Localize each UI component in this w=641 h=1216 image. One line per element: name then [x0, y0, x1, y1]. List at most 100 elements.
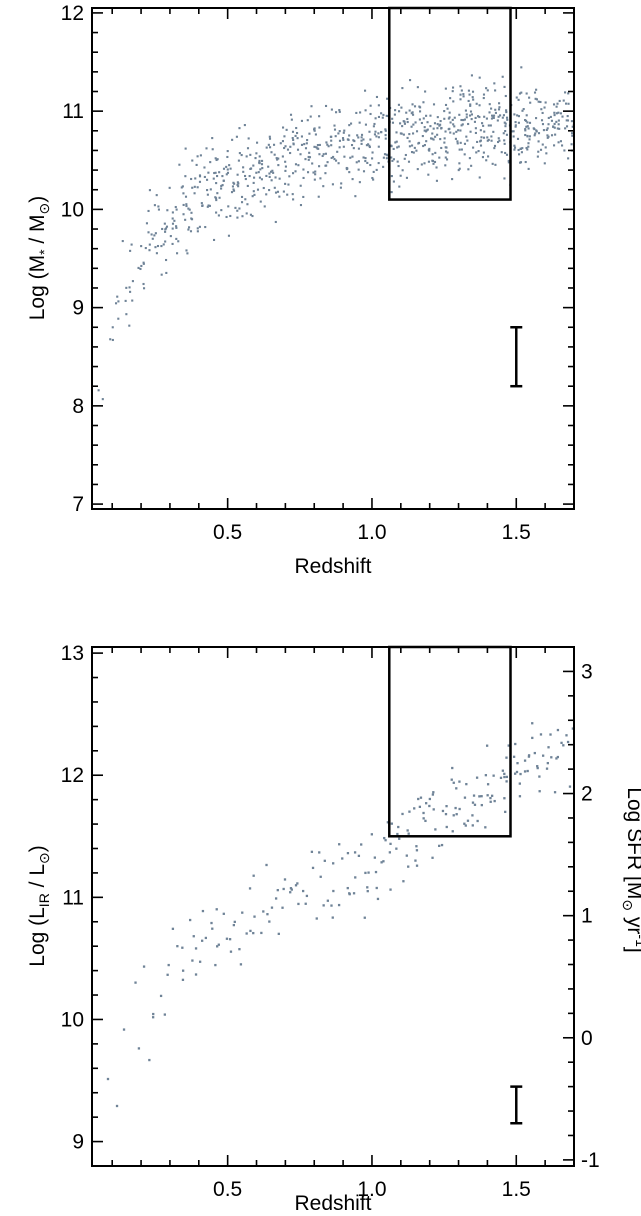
- stellar-mass-point: [161, 227, 164, 231]
- ir-luminosity-point: [222, 912, 225, 915]
- stellar-mass-point: [549, 115, 552, 118]
- stellar-mass-point: [265, 146, 268, 149]
- ir-luminosity-point: [228, 938, 232, 941]
- stellar-mass-point: [244, 177, 247, 181]
- stellar-mass-point: [410, 112, 413, 115]
- stellar-mass-point: [431, 132, 434, 135]
- stellar-mass-point: [521, 147, 524, 150]
- stellar-mass-point: [317, 195, 320, 198]
- stellar-mass-point: [245, 212, 248, 215]
- stellar-mass-point: [310, 105, 313, 108]
- stellar-mass-point: [157, 208, 160, 211]
- ir-luminosity-point: [415, 845, 418, 848]
- stellar-mass-point: [521, 109, 524, 112]
- stellar-mass-point: [529, 101, 532, 104]
- stellar-mass-point: [217, 214, 220, 217]
- ir-luminosity-point: [262, 910, 265, 913]
- stellar-mass-point: [208, 204, 211, 207]
- stellar-mass-point: [505, 153, 509, 156]
- stellar-mass-point: [199, 154, 202, 157]
- stellar-mass-point: [435, 166, 438, 169]
- stellar-mass-point: [504, 94, 507, 98]
- stellar-mass-point: [444, 164, 447, 167]
- stellar-mass-point: [537, 150, 540, 153]
- stellar-mass-point: [227, 234, 230, 237]
- stellar-mass-point: [434, 151, 437, 154]
- stellar-mass-point: [318, 115, 321, 118]
- stellar-mass-point: [377, 104, 380, 107]
- stellar-mass-point: [451, 178, 454, 181]
- stellar-mass-point: [470, 118, 473, 121]
- stellar-mass-point: [349, 156, 352, 159]
- stellar-mass-point: [391, 121, 395, 124]
- ir-luminosity-point: [562, 744, 565, 747]
- stellar-mass-point: [362, 170, 366, 173]
- stellar-mass-point: [368, 130, 371, 133]
- ir-luminosity-point: [465, 782, 468, 786]
- stellar-mass-point: [338, 146, 341, 149]
- stellar-mass-point: [366, 161, 369, 164]
- stellar-mass-point: [238, 152, 241, 155]
- stellar-mass-point: [406, 120, 409, 124]
- stellar-mass-point: [369, 138, 372, 141]
- stellar-mass-point: [443, 137, 446, 140]
- stellar-mass-point: [500, 151, 503, 154]
- ir-luminosity-point: [370, 833, 373, 836]
- stellar-mass-point: [498, 139, 501, 142]
- stellar-mass-point: [412, 123, 415, 126]
- stellar-mass-point: [516, 137, 520, 140]
- stellar-mass-point: [165, 271, 168, 274]
- stellar-mass-point: [504, 130, 507, 133]
- stellar-mass-point: [394, 141, 397, 144]
- stellar-mass-point: [494, 111, 497, 114]
- stellar-mass-point: [300, 135, 303, 138]
- stellar-mass-point: [519, 161, 522, 164]
- stellar-mass-point: [544, 101, 547, 104]
- ir-luminosity-point: [253, 915, 256, 918]
- ir-luminosity-point: [398, 837, 401, 840]
- ir-luminosity-point: [233, 920, 236, 924]
- ir-luminosity-point: [331, 916, 334, 919]
- stellar-mass-point: [339, 186, 342, 189]
- stellar-mass-point: [369, 112, 372, 116]
- ir-luminosity-point: [315, 917, 318, 920]
- stellar-mass-point: [270, 151, 273, 154]
- stellar-mass-point: [406, 117, 409, 121]
- stellar-mass-point: [426, 121, 429, 124]
- stellar-mass-point: [503, 139, 506, 142]
- ir-luminosity-point: [201, 909, 205, 913]
- stellar-mass-point: [169, 235, 172, 238]
- ir-luminosity-point: [163, 1013, 166, 1016]
- stellar-mass-point: [300, 119, 303, 122]
- stellar-mass-point: [563, 149, 566, 152]
- stellar-mass-point: [364, 160, 367, 163]
- stellar-mass-point: [316, 147, 319, 150]
- stellar-mass-point: [404, 153, 407, 157]
- ir-luminosity-point: [166, 973, 169, 976]
- stellar-mass-point: [297, 164, 300, 167]
- stellar-mass-point: [559, 140, 562, 143]
- stellar-mass-point: [221, 175, 224, 178]
- stellar-mass-point: [460, 124, 463, 127]
- stellar-mass-point: [468, 114, 472, 117]
- stellar-mass-point: [358, 121, 361, 124]
- stellar-mass-point: [226, 155, 229, 159]
- stellar-mass-point: [553, 144, 556, 147]
- stellar-mass-point: [218, 171, 221, 174]
- stellar-mass-point: [507, 161, 510, 164]
- stellar-mass-point: [168, 186, 171, 189]
- stellar-mass-point: [408, 109, 411, 112]
- stellar-mass-point: [205, 147, 208, 150]
- stellar-mass-point: [287, 183, 290, 186]
- stellar-mass-point: [238, 127, 241, 130]
- stellar-mass-point: [397, 103, 400, 106]
- ir-luminosity-point: [389, 888, 392, 891]
- stellar-mass-point: [357, 168, 360, 171]
- stellar-mass-point: [377, 162, 380, 165]
- ir-luminosity-point: [452, 814, 455, 817]
- ir-luminosity-point: [268, 920, 271, 923]
- stellar-mass-point: [401, 125, 404, 128]
- stellar-mass-point: [403, 122, 406, 125]
- ir-luminosity-point: [568, 785, 572, 788]
- stellar-mass-point: [296, 148, 300, 151]
